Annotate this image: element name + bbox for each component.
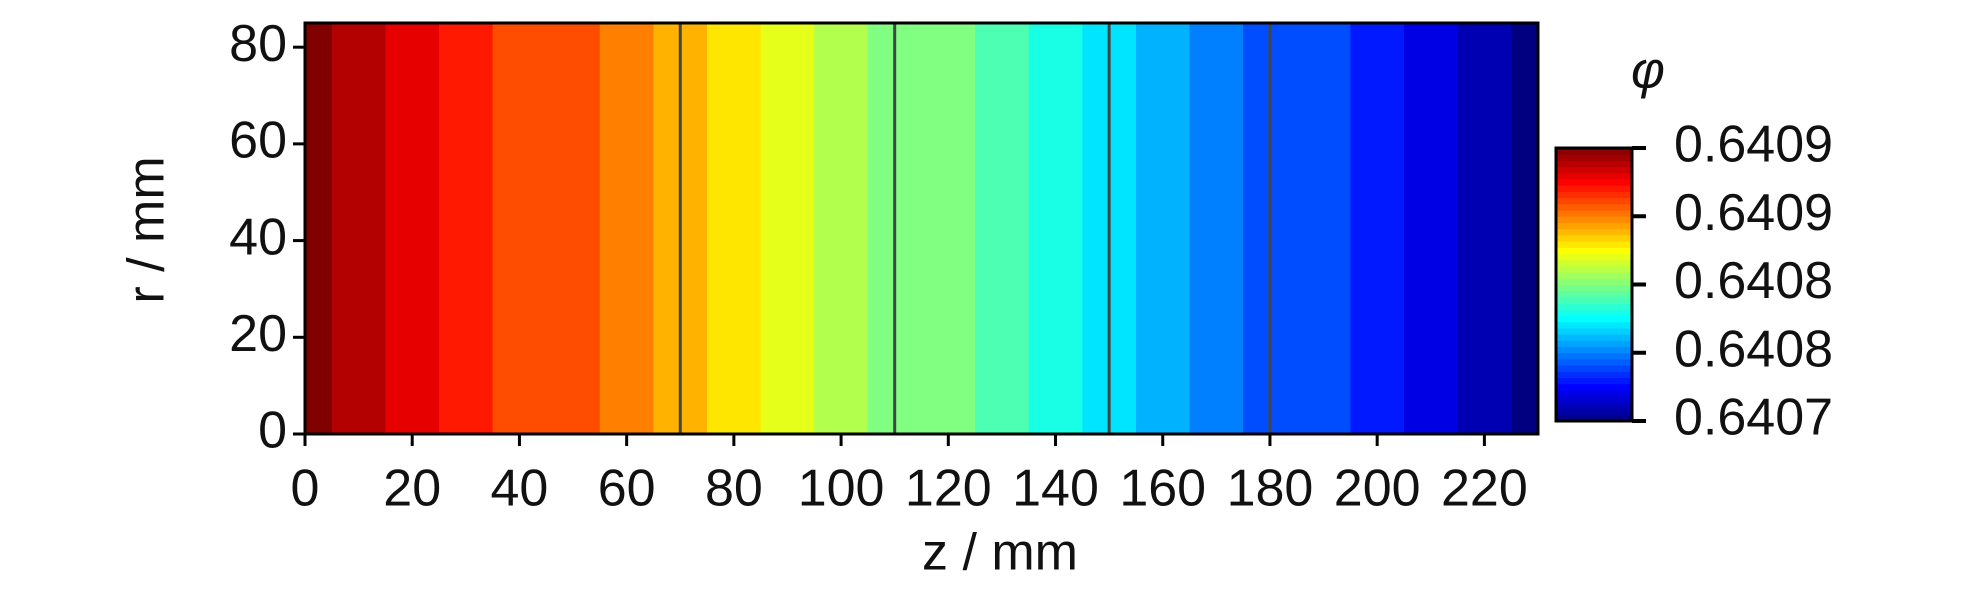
- x-tick-label: 180: [1227, 460, 1314, 518]
- contour-band: [439, 23, 494, 434]
- colorbar-step: [1556, 247, 1632, 254]
- colorbar-tick-label: 0.6409: [1674, 116, 1833, 174]
- colorbar-step: [1556, 365, 1632, 372]
- colorbar-step: [1556, 154, 1632, 161]
- contour-band: [546, 23, 601, 434]
- x-tick-label: 220: [1441, 460, 1528, 518]
- contour-band: [1135, 23, 1191, 434]
- plot-frame: [303, 21, 1540, 436]
- contour-band: [331, 23, 386, 434]
- contour-band: [1403, 23, 1459, 434]
- colorbar-step: [1556, 315, 1632, 323]
- contour-band: [975, 23, 1030, 434]
- colorbar-step: [1556, 203, 1632, 211]
- y-tick-label: 0: [258, 402, 287, 460]
- colorbar-step: [1556, 265, 1632, 273]
- colorbar-step: [1556, 414, 1632, 422]
- colorbar-step: [1556, 284, 1632, 292]
- contour-band: [921, 23, 976, 434]
- contour-band: [385, 23, 440, 434]
- colorbar-tick-label: 0.6407: [1674, 389, 1833, 447]
- contour-band: [305, 23, 333, 434]
- contour-band: [760, 23, 815, 434]
- colorbar-tick-label: 0.6408: [1674, 252, 1833, 310]
- x-tick-label: 80: [705, 460, 763, 518]
- contour-band: [1028, 23, 1083, 434]
- colorbar-tick-label: 0.6409: [1674, 184, 1833, 242]
- colorbar-step: [1556, 160, 1632, 168]
- x-axis-label: z / mm: [922, 524, 1078, 582]
- colorbar-step: [1556, 408, 1632, 416]
- colorbar-step: [1556, 346, 1632, 354]
- x-tick-label: 40: [491, 460, 549, 518]
- x-tick-label: 200: [1334, 460, 1421, 518]
- contour-band: [707, 23, 762, 434]
- colorbar-step: [1556, 216, 1632, 223]
- colorbar-step: [1556, 334, 1632, 341]
- colorbar-step: [1556, 352, 1632, 360]
- colorbar-step: [1556, 234, 1632, 242]
- x-tick-label: 60: [598, 460, 656, 518]
- y-tick-label: 40: [229, 208, 287, 266]
- colorbar-step: [1556, 377, 1632, 385]
- colorbar-step: [1556, 210, 1632, 217]
- colorbar-step: [1556, 197, 1632, 205]
- contour-band: [814, 23, 869, 434]
- colorbar-step: [1556, 303, 1632, 310]
- x-tick-label: 20: [383, 460, 441, 518]
- colorbar-step: [1556, 172, 1632, 180]
- contour-band: [492, 23, 547, 434]
- x-tick-label: 0: [291, 460, 320, 518]
- y-tick-label: 80: [229, 15, 287, 73]
- colorbar-step: [1556, 222, 1632, 230]
- colorbar-step: [1556, 185, 1632, 192]
- colorbar-label: φ: [1631, 42, 1665, 100]
- colorbar-step: [1556, 296, 1632, 304]
- colorbar-step: [1556, 340, 1632, 348]
- colorbar-step: [1556, 166, 1632, 174]
- colorbar-step: [1556, 191, 1632, 199]
- x-tick-label: 100: [798, 460, 885, 518]
- colorbar-tick-label: 0.6408: [1674, 320, 1833, 378]
- contour-band: [1189, 23, 1244, 434]
- colorbar-step: [1556, 389, 1632, 397]
- y-axis-label: r / mm: [118, 156, 176, 303]
- contour-band: [1296, 23, 1351, 434]
- colorbar-step: [1556, 148, 1632, 155]
- y-tick-label: 60: [229, 112, 287, 170]
- colorbar-step: [1556, 358, 1632, 366]
- colorbar-step: [1556, 259, 1632, 267]
- colorbar-step: [1556, 402, 1632, 410]
- colorbar-step: [1556, 228, 1632, 236]
- colorbar-step: [1556, 290, 1632, 298]
- colorbar-step: [1556, 309, 1632, 317]
- x-tick-label: 140: [1012, 460, 1099, 518]
- x-tick-label: 160: [1119, 460, 1206, 518]
- colorbar-step: [1556, 383, 1632, 391]
- contour-band: [1511, 23, 1539, 434]
- colorbar-step: [1556, 396, 1632, 403]
- colorbar-step: [1556, 241, 1632, 248]
- x-tick-label: 120: [905, 460, 992, 518]
- colorbar-step: [1556, 321, 1632, 329]
- colorbar-step: [1556, 327, 1632, 335]
- contour-band: [1457, 23, 1512, 434]
- contour-band: [1350, 23, 1405, 434]
- colorbar-step: [1556, 272, 1632, 279]
- contour-band: [599, 23, 654, 434]
- colorbar-step: [1556, 253, 1632, 261]
- colorbar-step: [1556, 179, 1632, 186]
- y-tick-label: 20: [229, 305, 287, 363]
- colorbar-step: [1556, 371, 1632, 379]
- colorbar-step: [1556, 278, 1632, 285]
